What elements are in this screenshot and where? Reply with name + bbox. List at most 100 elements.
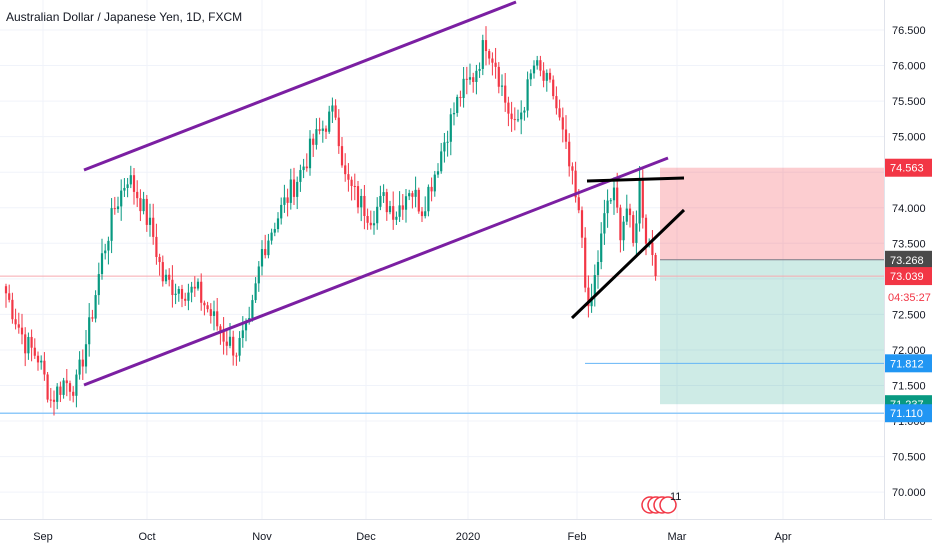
candle-body (283, 197, 286, 205)
candle (468, 63, 472, 85)
candle (622, 215, 625, 251)
candle (420, 206, 424, 222)
candle (132, 168, 136, 205)
candle (110, 198, 113, 254)
candle (142, 191, 145, 215)
candle-body (446, 141, 449, 143)
candle (264, 234, 267, 259)
event-count: 11 (670, 491, 681, 503)
candle-body (59, 386, 62, 395)
candle-body (152, 217, 155, 237)
candle (315, 118, 318, 150)
candle (491, 52, 494, 76)
candle (286, 188, 289, 217)
candle-body (520, 112, 523, 120)
x-tick-label: Oct (138, 531, 155, 543)
candle-body (584, 237, 587, 288)
candle-body (46, 374, 49, 400)
candle (216, 297, 219, 331)
candle (212, 300, 216, 331)
price-badges: 74.56373.26873.03971.81271.23771.11004:3… (885, 158, 932, 423)
candle-body (644, 217, 648, 244)
candle-body (344, 165, 347, 175)
candle-body (401, 205, 404, 210)
candle-body (475, 70, 478, 82)
candle (635, 210, 638, 256)
candle-body (651, 242, 654, 256)
candle-body (459, 96, 462, 99)
candle (433, 170, 436, 197)
candle-body (600, 233, 603, 262)
candle-body (526, 79, 529, 111)
candle-body (654, 255, 657, 277)
candle (235, 352, 238, 366)
candle (382, 184, 385, 203)
candle-body (264, 249, 267, 256)
candle-body (257, 266, 260, 284)
candle-body (78, 359, 81, 375)
candle (334, 99, 337, 121)
candle (414, 176, 417, 208)
candle-body (414, 189, 417, 197)
candle-body (30, 336, 33, 348)
events-icon[interactable]: 11 (641, 491, 681, 514)
candle (283, 184, 286, 213)
candle (356, 181, 360, 214)
candle-body (465, 78, 468, 80)
candle (280, 197, 283, 225)
candle (465, 66, 468, 95)
candle (222, 317, 225, 355)
price-badge-bg (885, 354, 932, 373)
position-zones (660, 167, 884, 405)
candle-body (296, 181, 299, 197)
candle-body (116, 206, 120, 210)
candle (190, 281, 193, 303)
candle (312, 133, 315, 157)
candle (200, 273, 203, 311)
candle-body (436, 171, 440, 175)
candle (136, 180, 139, 208)
candle (148, 203, 152, 237)
candle (302, 158, 305, 179)
candle-body (68, 383, 72, 392)
candle-body (200, 281, 203, 303)
candle-body (622, 221, 625, 241)
candle (395, 211, 398, 225)
candle (219, 324, 222, 345)
x-axis[interactable]: Sep Oct Nov Dec 2020 Feb Mar Apr (33, 531, 792, 543)
candle-body (24, 334, 27, 354)
candle-body (360, 195, 363, 208)
candle (251, 294, 254, 322)
candle-body (523, 110, 526, 113)
candle (568, 133, 571, 177)
candle-body (100, 253, 104, 275)
candle (500, 74, 504, 97)
candle (552, 75, 555, 100)
candle-body (120, 190, 123, 207)
candle-body (443, 142, 446, 152)
candle-body (302, 166, 305, 171)
candle-body (136, 191, 139, 199)
candle (462, 66, 465, 108)
candle-body (568, 141, 571, 167)
candle-body (56, 386, 59, 402)
drawings[interactable] (83, 0, 686, 387)
candle-body (472, 77, 475, 82)
candle-body (574, 170, 577, 198)
candle (318, 117, 321, 135)
candle (158, 253, 161, 276)
candle-body (580, 210, 584, 238)
candle (580, 206, 584, 248)
candle-body (536, 60, 539, 66)
candle (331, 97, 334, 123)
candle-body (305, 166, 308, 169)
candle-body (161, 262, 164, 282)
candle-body (411, 193, 414, 197)
candle-body (609, 200, 612, 202)
candle-body (228, 336, 232, 346)
candle (417, 187, 420, 214)
candle (171, 265, 174, 308)
candle-body (340, 146, 344, 166)
candle (123, 178, 126, 197)
